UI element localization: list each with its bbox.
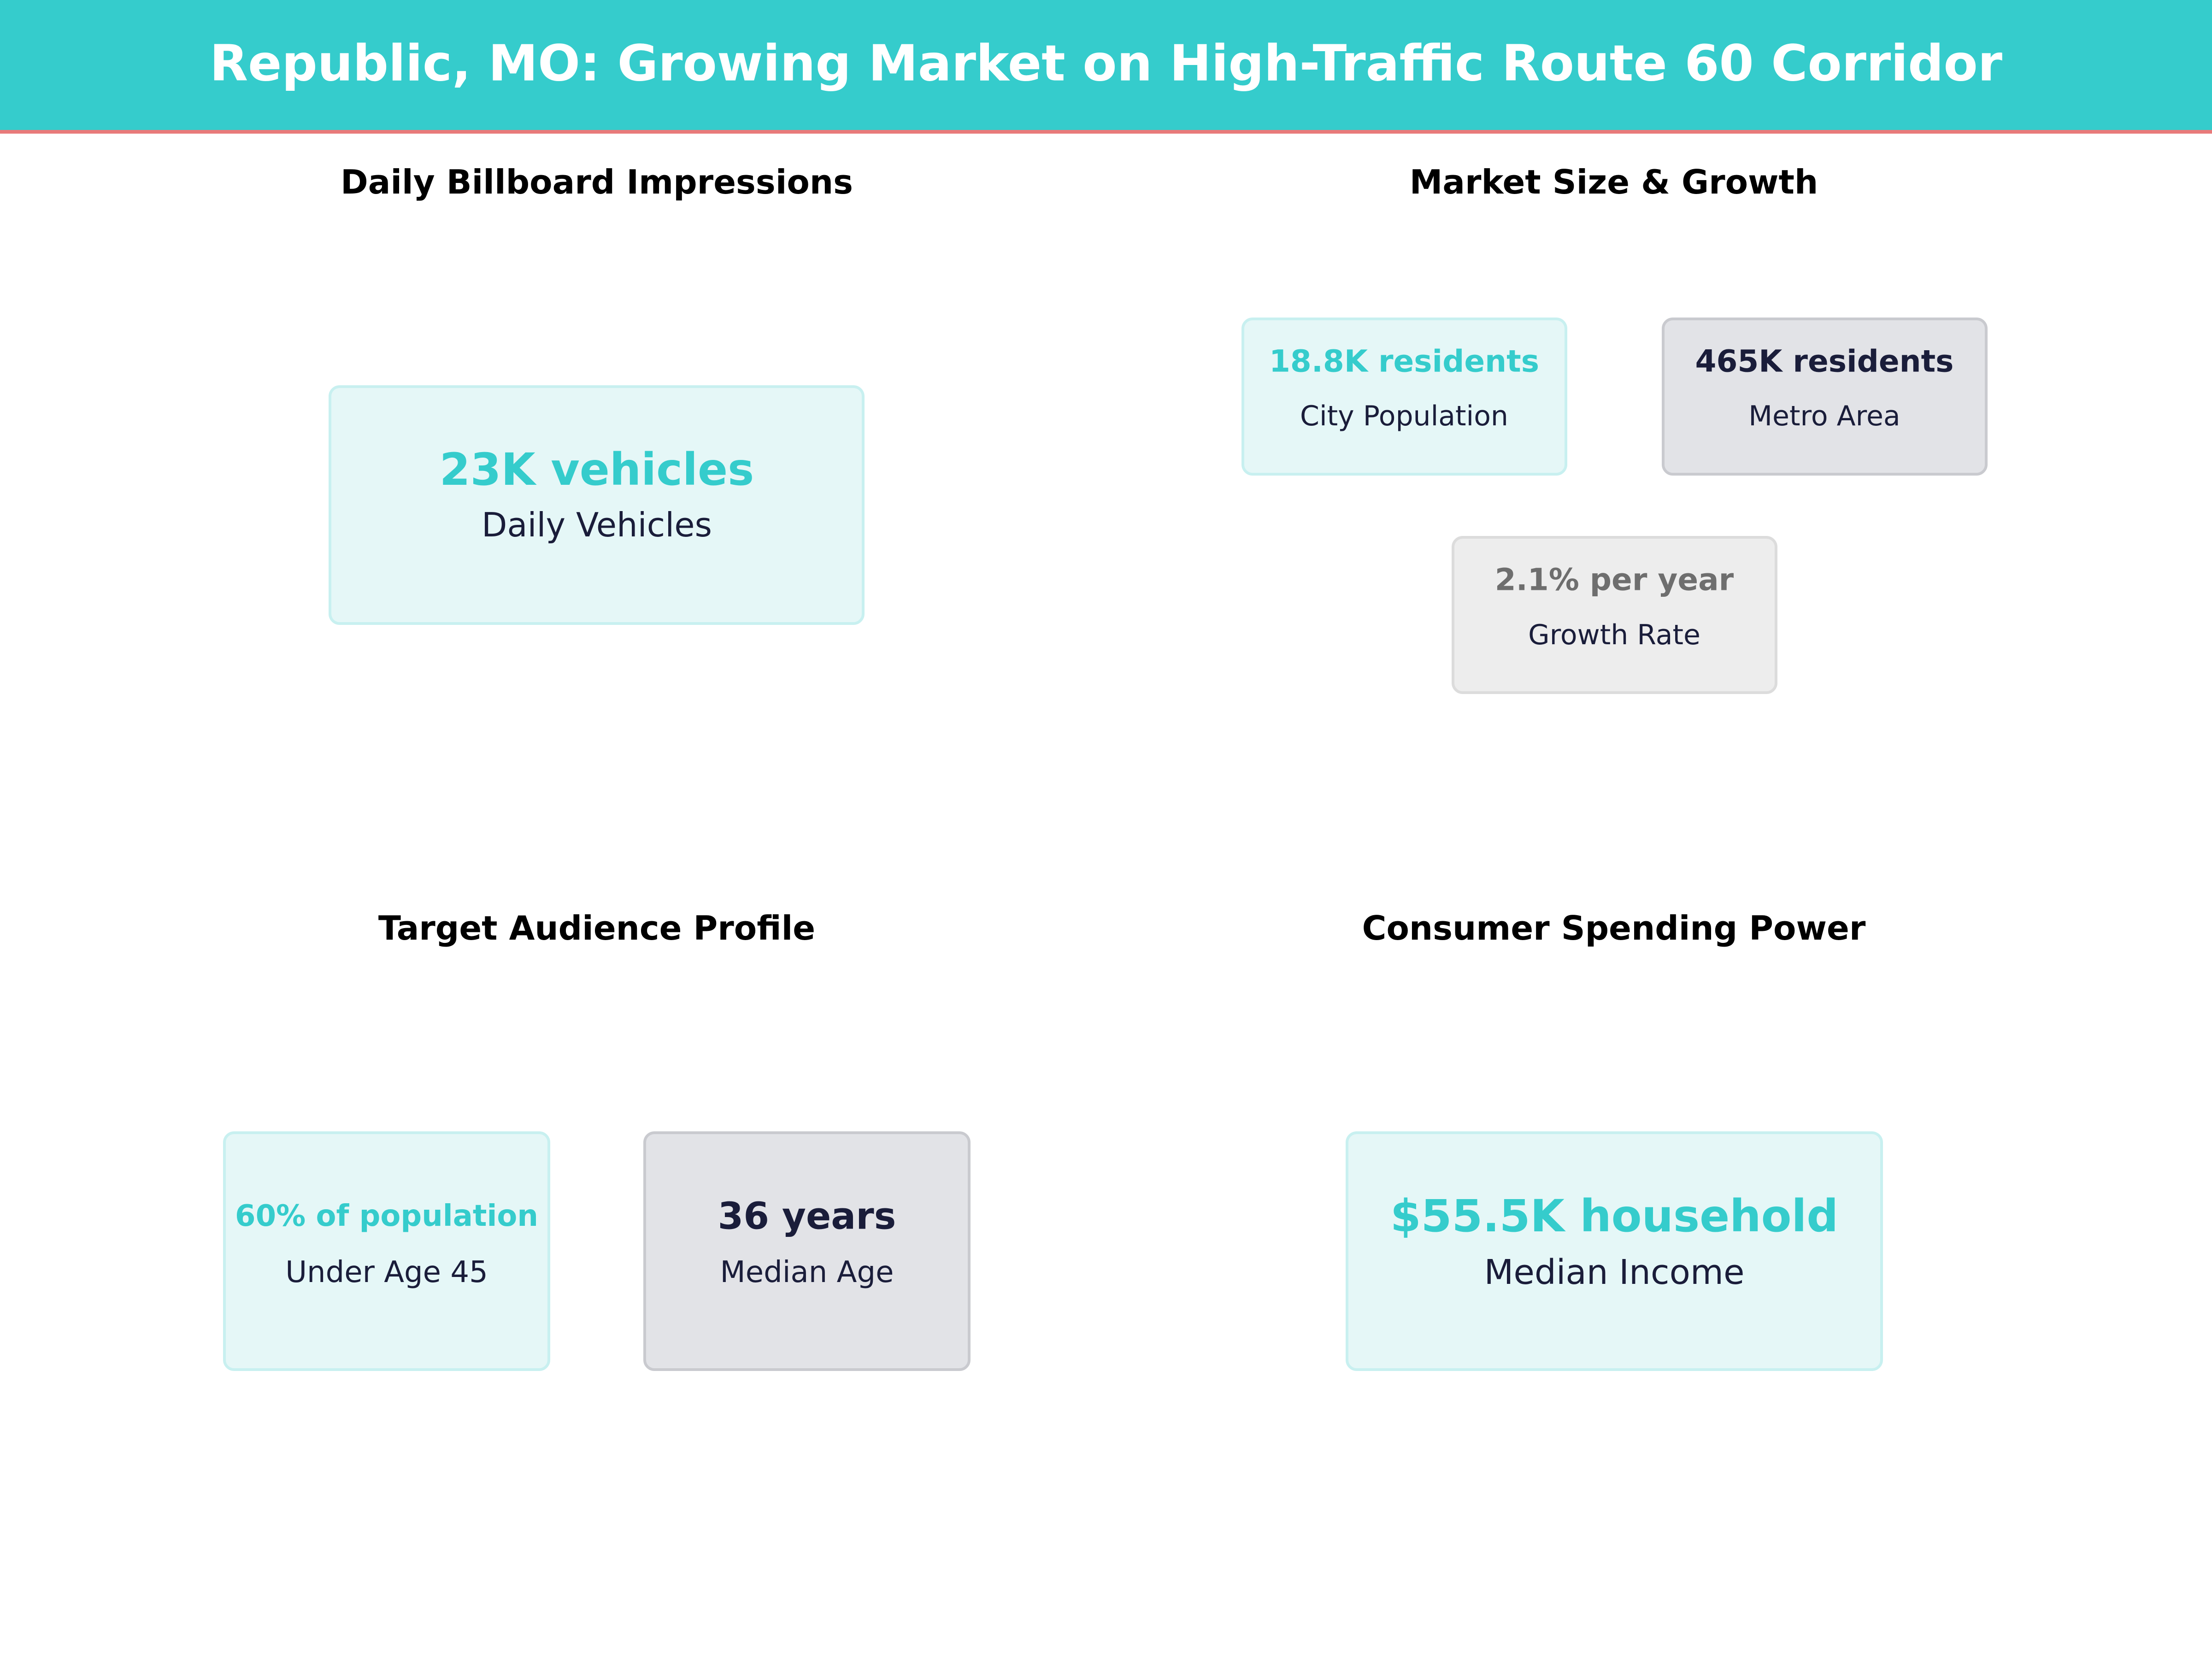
- panel-title: Target Audience Profile: [378, 909, 816, 947]
- page-title: Republic, MO: Growing Market on High-Tra…: [209, 35, 2003, 93]
- panel-title: Consumer Spending Power: [1362, 909, 1866, 947]
- stat-value: 60% of population: [235, 1199, 538, 1233]
- stat-card: [643, 1131, 971, 1371]
- stat-card: [1241, 318, 1567, 476]
- panel-title: Market Size & Growth: [1409, 163, 1818, 201]
- stat-label: Median Age: [720, 1255, 894, 1289]
- panel-title: Daily Billboard Impressions: [341, 163, 853, 201]
- stat-label: Metro Area: [1748, 400, 1900, 432]
- stat-label: Under Age 45: [285, 1255, 488, 1289]
- stat-label: City Population: [1300, 400, 1508, 432]
- stat-value: 465K residents: [1695, 343, 1954, 379]
- stat-value: 18.8K residents: [1269, 343, 1540, 379]
- header: [0, 0, 2212, 134]
- stat-value: $55.5K household: [1390, 1190, 1839, 1242]
- stat-value: 23K vehicles: [439, 444, 754, 495]
- stat-card: [1662, 318, 1988, 476]
- stat-card: [1452, 536, 1777, 694]
- stat-value: 2.1% per year: [1494, 562, 1734, 598]
- stat-label: Daily Vehicles: [481, 506, 712, 544]
- stat-label: Growth Rate: [1528, 619, 1700, 651]
- stat-label: Median Income: [1484, 1253, 1745, 1292]
- stat-card: [329, 385, 865, 625]
- stat-card: [1346, 1131, 1883, 1371]
- stat-card: [223, 1131, 550, 1371]
- stat-value: 36 years: [718, 1194, 896, 1238]
